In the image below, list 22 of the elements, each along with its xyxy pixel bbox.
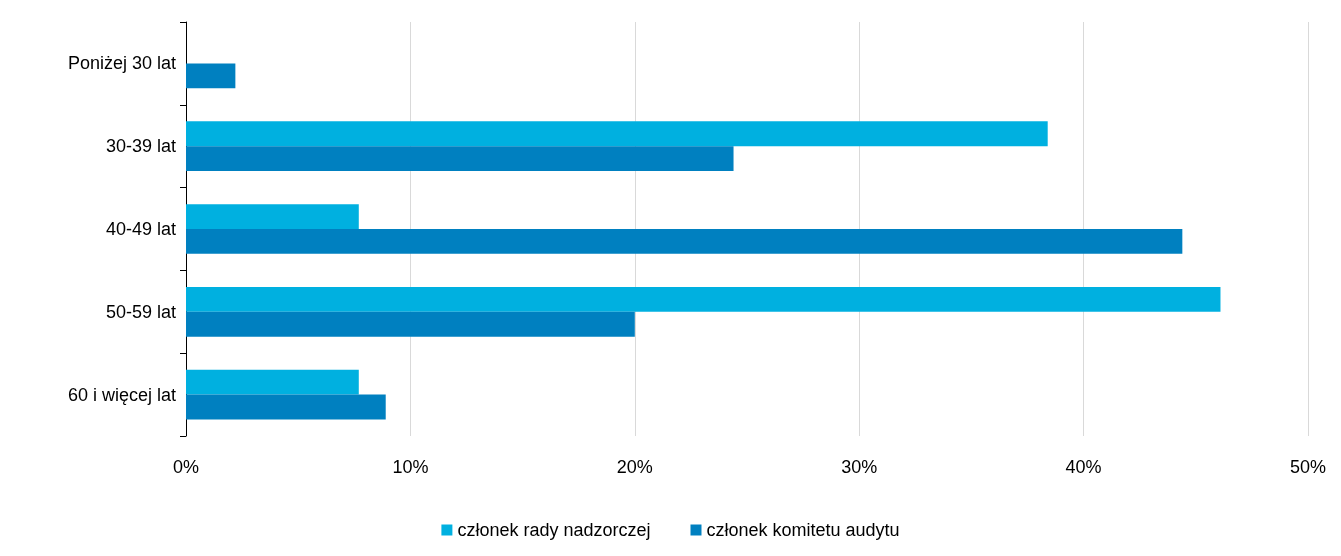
x-tick-label: 50% [1289, 457, 1327, 477]
y-tick-label: 60 i więcej lat [67, 384, 176, 405]
bar [186, 286, 1221, 312]
bar [186, 229, 1183, 254]
y-tick-label: 50-59 lat [105, 301, 176, 322]
bar [186, 394, 386, 420]
bar [186, 121, 1048, 147]
bar [186, 369, 359, 395]
x-tick-label: 30% [841, 457, 878, 477]
x-tick-label: 20% [616, 457, 653, 477]
legend-label: członek rady nadzorczej [457, 520, 651, 540]
bar [186, 204, 359, 229]
bar [186, 63, 236, 89]
legend-label: członek komitetu audytu [706, 520, 900, 540]
y-tick-label: 40-49 lat [105, 219, 176, 239]
y-tick-label: 30-39 lat [105, 136, 176, 157]
x-tick-label: 40% [1065, 457, 1102, 477]
bar [186, 311, 635, 337]
x-tick-label: 10% [392, 457, 429, 477]
bar [186, 146, 734, 172]
x-tick-label: 0% [172, 457, 200, 477]
y-tick-label: Poniżej 30 lat [67, 53, 176, 74]
